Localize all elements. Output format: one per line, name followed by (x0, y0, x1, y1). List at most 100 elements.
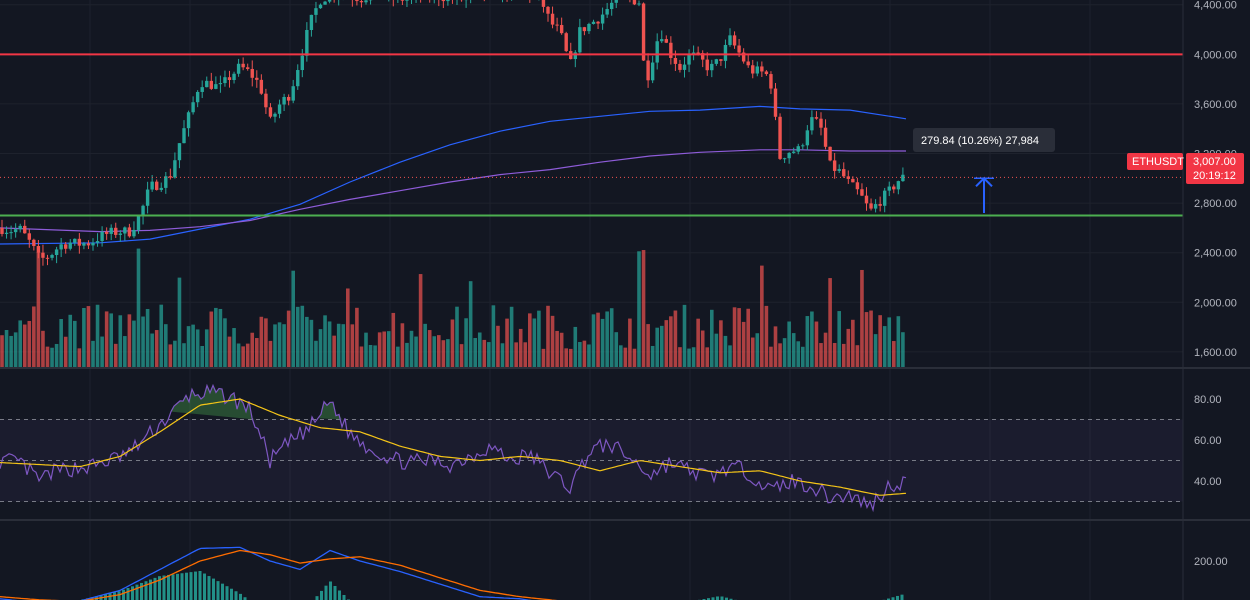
candle-body (186, 112, 191, 129)
candle-body (564, 33, 568, 52)
volume-bar (523, 342, 528, 367)
candle-body (901, 174, 905, 182)
volume-bar (346, 288, 350, 367)
candle-body (664, 39, 668, 43)
volume-bar (892, 341, 896, 367)
volume-bar (318, 329, 323, 367)
volume-bar (846, 328, 851, 367)
macd-histogram-bar (149, 579, 152, 600)
candle-body (787, 152, 791, 159)
volume-bar (705, 347, 710, 367)
candle-body (869, 203, 873, 209)
volume-bar (4, 329, 9, 367)
volume-bar (400, 323, 405, 367)
volume-bar (123, 336, 127, 367)
volume-bar (63, 336, 68, 367)
volume-pane (0, 248, 905, 367)
candle-body (123, 227, 127, 234)
volume-bar (564, 348, 568, 367)
volume-bar (36, 252, 41, 367)
macd-histogram-bar (162, 575, 166, 600)
candle-body (191, 102, 195, 113)
volume-bar (659, 325, 664, 367)
candle-body (732, 35, 737, 46)
candle-body (250, 68, 254, 78)
volume-bar (546, 305, 550, 367)
candle-body (832, 160, 837, 171)
candle-body (441, 0, 446, 2)
candle-body (59, 244, 63, 250)
candle-body (259, 79, 264, 94)
volume-bar (218, 308, 223, 367)
macd-histogram-bar (707, 598, 710, 600)
candle-body (691, 52, 696, 54)
volume-bar (555, 330, 559, 367)
candle-body (41, 252, 45, 258)
volume-bar (391, 312, 396, 367)
candle-body (164, 176, 168, 188)
volume-bar (336, 323, 341, 367)
macd-histogram-bar (230, 588, 233, 600)
volume-bar (250, 332, 255, 367)
candle-body (323, 1, 327, 5)
candle-body (596, 21, 600, 24)
pane-dividers[interactable] (0, 367, 1250, 521)
volume-bar (277, 322, 282, 367)
volume-bar (136, 248, 141, 367)
candle-body (796, 146, 800, 152)
candle-body (4, 232, 9, 234)
volume-bar (587, 344, 591, 367)
candle-body (255, 77, 259, 80)
volume-bar (323, 315, 327, 367)
volume-bar (796, 341, 801, 367)
candle-body (746, 61, 750, 66)
price-range-measure[interactable]: 279.84 (10.26%) 27,984 (913, 128, 1055, 214)
volume-bar (32, 306, 36, 367)
volume-bar (182, 343, 186, 367)
candle-body (860, 189, 864, 196)
candle-body (587, 23, 591, 32)
rsi-tick-label: 60.00 (1194, 435, 1222, 447)
volume-bar (778, 343, 782, 367)
price-axis[interactable]: 4,400.004,000.003,600.003,200.002,800.00… (1182, 0, 1237, 600)
candle-body (268, 107, 273, 117)
rsi-line (0, 383, 907, 513)
volume-bar (614, 332, 619, 367)
volume-bar (578, 342, 582, 367)
volume-bar (828, 278, 832, 367)
macd-histogram-bar (207, 576, 211, 600)
volume-bar (282, 324, 286, 367)
candle-body (314, 8, 318, 15)
volume-bar (728, 345, 732, 367)
candle-body (159, 187, 163, 190)
candle-body (132, 229, 136, 237)
candle-body (755, 66, 759, 74)
volume-bar (514, 342, 518, 367)
volume-bar (541, 348, 546, 367)
volume-bar (710, 309, 714, 367)
macd-histogram-bar (135, 584, 139, 600)
measure-label: 279.84 (10.26%) 27,984 (921, 135, 1039, 147)
price-tick-label: 4,000.00 (1194, 49, 1237, 61)
volume-bar (714, 333, 719, 367)
candle-body (669, 42, 673, 58)
macd-histogram-bar (216, 581, 220, 600)
macd-histogram-bar (342, 595, 346, 600)
volume-bar (823, 332, 828, 367)
volume-bar (491, 305, 496, 367)
moving-average-line (0, 105, 907, 245)
candle-body (578, 27, 582, 53)
candle-body (887, 186, 891, 191)
candle-body (205, 80, 209, 88)
volume-bar (186, 326, 191, 367)
candle-body (168, 176, 173, 178)
volume-bar (678, 347, 682, 367)
candle-body (760, 66, 764, 72)
volume-bar (50, 347, 54, 367)
candle-body (610, 2, 614, 10)
volume-bar (496, 325, 500, 367)
volume-bar (591, 314, 596, 367)
horizontal-lines[interactable] (0, 53, 1183, 217)
candle-body (300, 55, 304, 71)
